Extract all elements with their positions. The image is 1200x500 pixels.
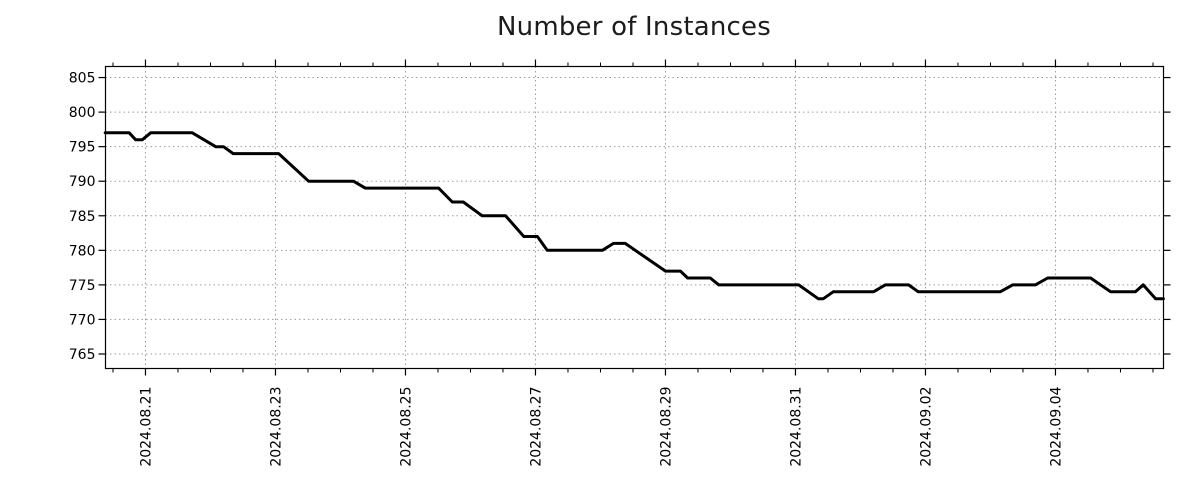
y-tick-label: 805 bbox=[69, 71, 96, 87]
chart-title: Number of Instances bbox=[497, 12, 771, 42]
x-tick-label: 2024.09.02 bbox=[918, 387, 934, 467]
data-line-instances bbox=[103, 131, 1165, 301]
y-tick-label: 765 bbox=[69, 347, 96, 363]
y-tick-label: 795 bbox=[69, 140, 96, 156]
y-tick-label: 790 bbox=[69, 174, 96, 190]
x-tick-label: 2024.08.27 bbox=[528, 387, 544, 467]
y-tick-label: 775 bbox=[69, 278, 96, 294]
plot-border bbox=[104, 65, 1165, 370]
x-tick-label: 2024.08.31 bbox=[788, 387, 804, 467]
y-tick-label: 785 bbox=[69, 209, 96, 225]
x-tick-label: 2024.08.23 bbox=[268, 387, 284, 467]
y-tick-label: 800 bbox=[69, 105, 96, 121]
y-tick-label: 770 bbox=[69, 312, 96, 328]
x-tick-label: 2024.08.21 bbox=[138, 387, 154, 467]
x-tick-label: 2024.08.25 bbox=[398, 387, 414, 467]
x-tick-label: 2024.08.29 bbox=[658, 387, 674, 467]
y-tick-label: 780 bbox=[69, 243, 96, 259]
x-tick-label: 2024.09.04 bbox=[1048, 386, 1064, 466]
